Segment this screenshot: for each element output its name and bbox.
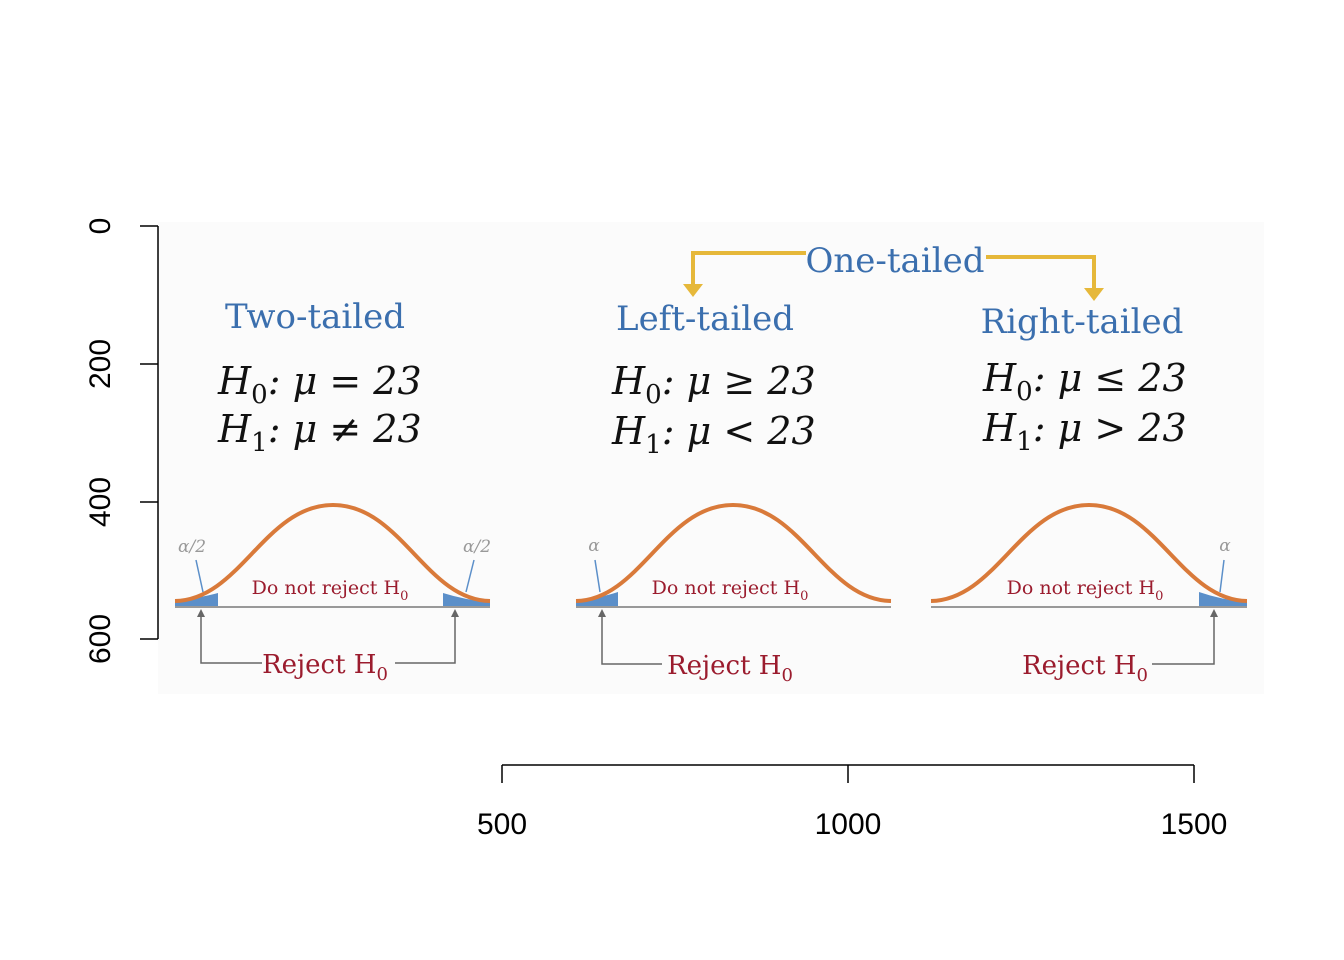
panel-title: Two-tailed [225, 297, 405, 337]
reject-connector [601, 614, 662, 665]
panel-title: Left-tailed [616, 299, 794, 339]
arrow-down-icon [1084, 288, 1104, 301]
one-tailed-bracket [691, 251, 1096, 288]
null-hypothesis: H0: μ ≤ 23 [982, 356, 1187, 407]
alpha-label: α [588, 536, 600, 556]
panel-title: Right-tailed [981, 302, 1184, 342]
panel-right-tailed: Right-tailed H0: μ ≤ 23 H1: μ > 23 α Do … [930, 302, 1248, 686]
y-tick-label: 400 [84, 477, 117, 527]
rejection-region-left [175, 593, 218, 607]
arrow-up-icon [1210, 609, 1218, 617]
null-hypothesis: H0: μ ≥ 23 [611, 359, 816, 410]
normal-curve [575, 502, 892, 603]
alpha-pointer [594, 559, 601, 593]
alternative-hypothesis: H1: μ ≠ 23 [217, 407, 422, 458]
rejection-region-right [1199, 592, 1247, 607]
do-not-reject-label: Do not reject H0 [1007, 577, 1164, 604]
alternative-hypothesis: H1: μ < 23 [611, 409, 816, 460]
alpha-label: α/2 [178, 537, 206, 557]
reject-label: Reject H0 [1022, 651, 1148, 686]
normal-curve [930, 502, 1248, 603]
x-tick-label: 1500 [1161, 808, 1228, 841]
null-hypothesis: H0: μ = 23 [217, 359, 422, 410]
x-tick-label: 500 [477, 808, 527, 841]
y-tick-label: 0 [84, 218, 117, 235]
one-tailed-heading: One-tailed [806, 241, 985, 281]
alpha-label: α/2 [463, 537, 491, 557]
do-not-reject-label: Do not reject H0 [652, 577, 809, 604]
x-axis [501, 764, 1195, 783]
reject-label: Reject H0 [262, 650, 388, 685]
alpha-pointer [1219, 559, 1225, 593]
normal-curve [174, 502, 491, 603]
arrow-down-icon [683, 284, 703, 297]
arrow-up-icon [451, 609, 459, 617]
alpha-pointer [195, 559, 204, 593]
arrow-up-icon [197, 609, 205, 617]
rejection-region-left [576, 592, 618, 607]
y-tick-label: 200 [84, 339, 117, 389]
alpha-pointer [465, 559, 475, 593]
reject-connector [1152, 614, 1215, 665]
x-tick-label: 1000 [815, 808, 882, 841]
arrow-up-icon [598, 609, 606, 617]
y-tick-label: 600 [84, 614, 117, 664]
reject-connector [200, 614, 262, 664]
reject-connector [395, 614, 456, 664]
do-not-reject-label: Do not reject H0 [252, 577, 409, 604]
panel-two-tailed: Two-tailed H0: μ = 23 H1: μ ≠ 23 α/2 α/2… [174, 297, 491, 685]
alternative-hypothesis: H1: μ > 23 [982, 406, 1187, 457]
panel-left-tailed: Left-tailed H0: μ ≥ 23 H1: μ < 23 α Do n… [575, 299, 892, 686]
image-background [158, 222, 1264, 694]
rejection-region-right [443, 593, 490, 607]
alpha-label: α [1219, 536, 1231, 556]
y-axis [140, 225, 159, 640]
reject-label: Reject H0 [667, 651, 793, 686]
